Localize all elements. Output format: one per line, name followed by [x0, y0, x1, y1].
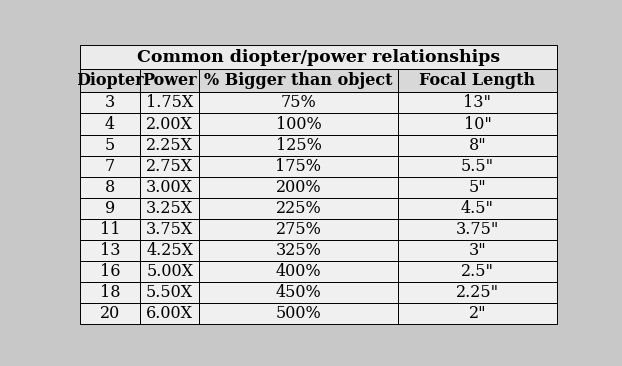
Text: 4.5": 4.5" — [461, 200, 494, 217]
Text: 400%: 400% — [276, 263, 322, 280]
Text: 225%: 225% — [276, 200, 322, 217]
Bar — [140, 177, 200, 198]
Bar — [200, 69, 397, 92]
Text: 20: 20 — [100, 305, 120, 322]
Bar — [140, 156, 200, 177]
Bar — [80, 156, 140, 177]
Bar — [80, 92, 140, 113]
Bar — [397, 219, 557, 240]
Text: 2.25X: 2.25X — [146, 137, 193, 154]
Text: 2.5": 2.5" — [461, 263, 494, 280]
Bar — [397, 261, 557, 282]
Text: 3.75X: 3.75X — [146, 221, 193, 238]
Bar — [80, 198, 140, 219]
Bar — [200, 282, 397, 303]
Bar — [140, 303, 200, 324]
Text: 3.00X: 3.00X — [146, 179, 193, 196]
Text: Focal Length: Focal Length — [419, 72, 536, 89]
Bar — [140, 219, 200, 240]
Bar — [397, 240, 557, 261]
Text: 3": 3" — [468, 242, 486, 259]
Text: 7: 7 — [105, 158, 115, 175]
Text: 6.00X: 6.00X — [146, 305, 193, 322]
Text: 2": 2" — [468, 305, 486, 322]
Text: 5: 5 — [105, 137, 115, 154]
Bar — [397, 135, 557, 156]
Text: Power: Power — [142, 72, 197, 89]
Bar — [397, 92, 557, 113]
Bar — [140, 282, 200, 303]
Bar — [397, 303, 557, 324]
Text: 11: 11 — [100, 221, 120, 238]
Text: 450%: 450% — [276, 284, 322, 301]
Bar — [80, 135, 140, 156]
Text: 2.00X: 2.00X — [146, 116, 193, 132]
Text: 13": 13" — [463, 94, 491, 111]
Bar — [200, 261, 397, 282]
Bar — [200, 92, 397, 113]
Bar — [200, 198, 397, 219]
Bar — [140, 135, 200, 156]
Text: 5": 5" — [468, 179, 486, 196]
Text: 4.25X: 4.25X — [146, 242, 193, 259]
Text: 500%: 500% — [276, 305, 322, 322]
Text: 9: 9 — [105, 200, 115, 217]
Bar — [397, 156, 557, 177]
Text: 2.75X: 2.75X — [146, 158, 193, 175]
Bar — [397, 198, 557, 219]
Text: 200%: 200% — [276, 179, 322, 196]
Bar — [140, 113, 200, 135]
Text: 325%: 325% — [276, 242, 322, 259]
Text: % Bigger than object: % Bigger than object — [204, 72, 392, 89]
Bar — [140, 261, 200, 282]
Text: 2.25": 2.25" — [456, 284, 499, 301]
Text: 8: 8 — [105, 179, 115, 196]
Text: 3.25X: 3.25X — [146, 200, 193, 217]
Bar — [200, 219, 397, 240]
Bar — [140, 240, 200, 261]
Text: 16: 16 — [100, 263, 120, 280]
Bar — [80, 45, 557, 69]
Bar — [80, 69, 140, 92]
Text: 1.75X: 1.75X — [146, 94, 193, 111]
Text: 10": 10" — [463, 116, 491, 132]
Bar — [80, 219, 140, 240]
Bar — [80, 177, 140, 198]
Text: 3.75": 3.75" — [456, 221, 499, 238]
Text: Diopter: Diopter — [76, 72, 144, 89]
Text: 275%: 275% — [276, 221, 322, 238]
Text: 5.5": 5.5" — [461, 158, 494, 175]
Bar — [140, 69, 200, 92]
Bar — [80, 240, 140, 261]
Text: Common diopter/power relationships: Common diopter/power relationships — [137, 49, 500, 66]
Bar — [200, 303, 397, 324]
Bar — [200, 156, 397, 177]
Bar — [397, 69, 557, 92]
Bar — [200, 113, 397, 135]
Text: 4: 4 — [105, 116, 115, 132]
Text: 5.00X: 5.00X — [146, 263, 193, 280]
Bar — [200, 240, 397, 261]
Bar — [80, 113, 140, 135]
Text: 100%: 100% — [276, 116, 322, 132]
Bar — [397, 113, 557, 135]
Text: 8": 8" — [468, 137, 486, 154]
Text: 13: 13 — [100, 242, 120, 259]
Bar — [80, 261, 140, 282]
Bar — [80, 303, 140, 324]
Bar — [200, 135, 397, 156]
Text: 3: 3 — [105, 94, 115, 111]
Bar — [200, 177, 397, 198]
Text: 18: 18 — [100, 284, 120, 301]
Bar — [140, 92, 200, 113]
Text: 75%: 75% — [281, 94, 317, 111]
Text: 5.50X: 5.50X — [146, 284, 193, 301]
Bar — [397, 282, 557, 303]
Text: 125%: 125% — [276, 137, 322, 154]
Bar — [397, 177, 557, 198]
Text: 175%: 175% — [276, 158, 322, 175]
Bar — [140, 198, 200, 219]
Bar — [80, 282, 140, 303]
